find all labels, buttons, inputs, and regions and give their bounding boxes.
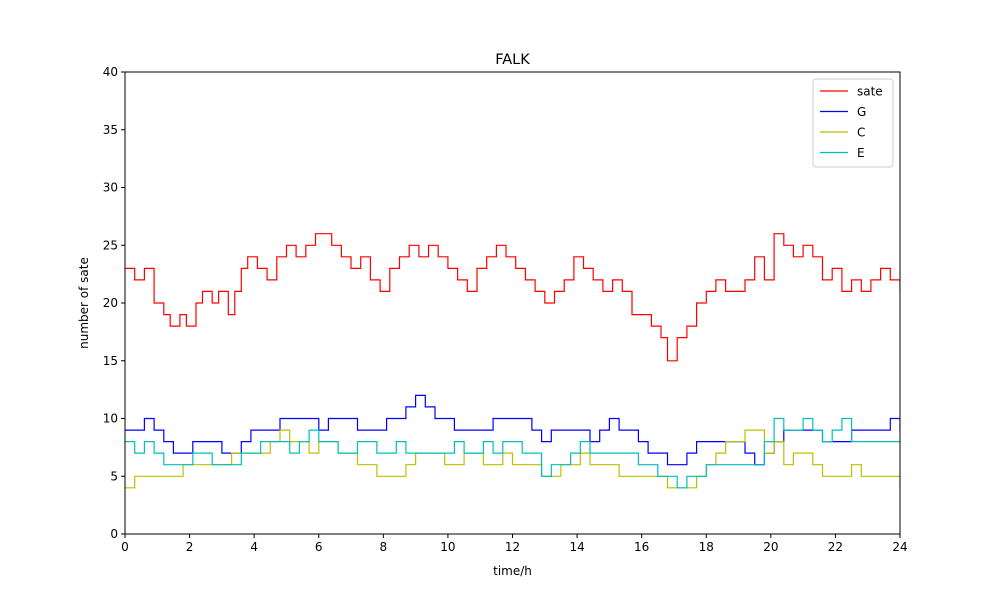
legend-label: C (857, 126, 865, 140)
y-tick-label: 30 (103, 181, 118, 195)
x-tick-label: 4 (250, 540, 258, 554)
x-tick-label: 8 (380, 540, 388, 554)
y-axis-label: number of sate (77, 257, 91, 349)
y-tick-label: 10 (103, 412, 118, 426)
series-layer (125, 233, 900, 489)
y-tick-label: 0 (110, 527, 118, 541)
y-tick-label: 20 (103, 296, 118, 310)
x-tick-label: 16 (634, 540, 649, 554)
x-tick-label: 20 (763, 540, 778, 554)
legend-label: G (857, 105, 866, 119)
series-line-sate (125, 233, 900, 362)
x-tick-label: 0 (121, 540, 129, 554)
x-tick-label: 6 (315, 540, 323, 554)
x-tick-label: 12 (505, 540, 520, 554)
y-tick-label: 35 (103, 123, 118, 137)
chart-title: FALK (495, 52, 530, 68)
y-tick-label: 5 (110, 469, 118, 483)
legend-box (812, 78, 894, 168)
x-tick-label: 18 (699, 540, 714, 554)
x-axis-label: time/h (493, 564, 532, 578)
x-axis: 0 2 4 6 8 10 12 14 16 18 20 22 24 (121, 534, 908, 554)
x-tick-label: 10 (440, 540, 455, 554)
y-axis: 0 5 10 15 20 25 30 35 40 (103, 65, 125, 541)
y-tick-label: 15 (103, 354, 118, 368)
x-tick-label: 14 (569, 540, 584, 554)
x-tick-label: 22 (828, 540, 843, 554)
legend-label: E (857, 146, 865, 160)
y-tick-label: 40 (103, 65, 118, 79)
x-tick-label: 24 (892, 540, 907, 554)
legend: sate GCE (812, 78, 894, 168)
x-tick-label: 2 (186, 540, 194, 554)
y-tick-label: 25 (103, 238, 118, 252)
series-line-E (125, 417, 900, 489)
legend-label: sate (857, 85, 883, 99)
